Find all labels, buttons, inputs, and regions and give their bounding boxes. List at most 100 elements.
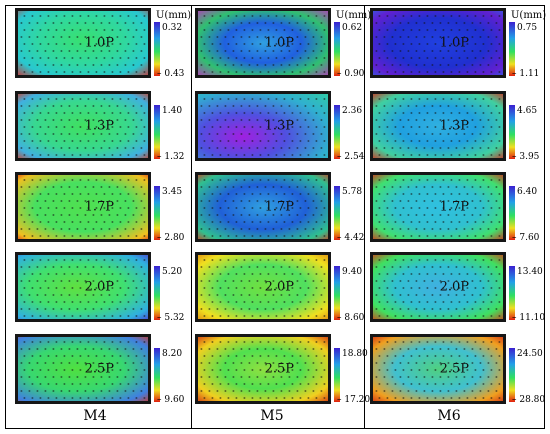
- displacement-contour-image: [15, 8, 151, 78]
- scale-min-value: – 8.60: [337, 313, 365, 323]
- scale-min-value: – 11.10: [512, 313, 546, 323]
- dic-field-panel: 2.0P: [195, 252, 331, 322]
- scale-max-value: 5.20: [162, 267, 183, 277]
- scale-min-value: – 2.80: [157, 233, 185, 243]
- displacement-color-scale: [509, 186, 515, 240]
- displacement-contour-image: [195, 91, 331, 161]
- speckle-pattern: [375, 179, 501, 237]
- speckle-pattern: [375, 98, 501, 156]
- speckle-pattern: [20, 259, 146, 317]
- load-level-label: 1.0P: [439, 35, 470, 51]
- displacement-color-scale: [154, 22, 160, 76]
- scale-min-value: – 17.20: [337, 395, 371, 405]
- load-level-label: 2.0P: [264, 279, 295, 295]
- column-divider: [191, 5, 192, 429]
- dic-field-panel: 2.5P: [370, 334, 506, 404]
- dic-field-panel: 2.0P: [15, 252, 151, 322]
- dic-field-panel: 1.3P: [370, 91, 506, 161]
- scale-min-value: – 7.60: [512, 233, 540, 243]
- dic-field-panel: 1.7P: [370, 172, 506, 242]
- scale-max-value: 0.62: [342, 23, 363, 33]
- column-title-m4: M4: [83, 408, 107, 424]
- dic-field-panel: 2.5P: [15, 334, 151, 404]
- column-divider: [364, 5, 365, 429]
- dic-field-panel: 2.5P: [195, 334, 331, 404]
- scale-max-value: 6.40: [517, 187, 538, 197]
- displacement-color-scale: [154, 266, 160, 320]
- dic-field-panel: 1.0P: [15, 8, 151, 78]
- displacement-color-scale: [509, 266, 515, 320]
- load-level-label: 1.0P: [84, 35, 115, 51]
- scale-max-value: 18.80: [342, 349, 368, 359]
- scale-min-value: – 0.43: [157, 69, 185, 79]
- speckle-pattern: [20, 341, 146, 399]
- scale-max-value: 9.40: [342, 267, 363, 277]
- scale-max-value: 4.65: [517, 106, 538, 116]
- scale-min-value: – 1.11: [512, 69, 540, 79]
- scale-min-value: – 5.32: [157, 313, 185, 323]
- speckle-pattern: [200, 259, 326, 317]
- dic-field-panel: 1.0P: [195, 8, 331, 78]
- load-level-label: 1.7P: [84, 199, 115, 215]
- displacement-color-scale: [509, 105, 515, 159]
- displacement-contour-image: [195, 172, 331, 242]
- displacement-contour-image: [195, 334, 331, 404]
- load-level-label: 2.5P: [84, 361, 115, 377]
- speckle-pattern: [375, 259, 501, 317]
- speckle-pattern: [20, 15, 146, 73]
- scale-max-value: 8.20: [162, 349, 183, 359]
- dic-field-panel: 1.0P: [370, 8, 506, 78]
- displacement-color-scale: [509, 348, 515, 402]
- scale-max-value: 0.75: [517, 23, 538, 33]
- displacement-color-scale: [334, 186, 340, 240]
- scale-min-value: – 28.80: [512, 395, 546, 405]
- scale-max-value: 3.45: [162, 187, 183, 197]
- speckle-pattern: [375, 341, 501, 399]
- column-title-m5: M5: [260, 408, 284, 424]
- speckle-pattern: [200, 341, 326, 399]
- displacement-contour-image: [195, 252, 331, 322]
- load-level-label: 1.3P: [439, 118, 470, 134]
- displacement-color-scale: [154, 186, 160, 240]
- scale-min-value: – 4.42: [337, 233, 365, 243]
- load-level-label: 2.5P: [264, 361, 295, 377]
- displacement-contour-image: [15, 334, 151, 404]
- dic-field-panel: 1.3P: [195, 91, 331, 161]
- displacement-contour-image: [15, 172, 151, 242]
- load-level-label: 2.5P: [439, 361, 470, 377]
- speckle-pattern: [375, 15, 501, 73]
- displacement-color-scale: [154, 105, 160, 159]
- speckle-pattern: [20, 98, 146, 156]
- dic-field-panel: 1.3P: [15, 91, 151, 161]
- displacement-color-scale: [334, 348, 340, 402]
- scale-max-value: 1.40: [162, 106, 183, 116]
- load-level-label: 1.7P: [439, 199, 470, 215]
- load-level-label: 1.7P: [264, 199, 295, 215]
- column-title-m6: M6: [437, 408, 461, 424]
- unit-label: U(mm): [511, 10, 547, 21]
- scale-min-value: – 0.90: [337, 69, 365, 79]
- displacement-color-scale: [334, 105, 340, 159]
- dic-field-panel: 1.7P: [195, 172, 331, 242]
- speckle-pattern: [200, 98, 326, 156]
- displacement-contour-image: [195, 8, 331, 78]
- speckle-pattern: [200, 179, 326, 237]
- scale-min-value: – 3.95: [512, 152, 540, 162]
- load-level-label: 2.0P: [84, 279, 115, 295]
- scale-min-value: – 2.54: [337, 152, 365, 162]
- scale-max-value: 2.36: [342, 106, 363, 116]
- displacement-contour-image: [370, 252, 506, 322]
- dic-field-panel: 1.7P: [15, 172, 151, 242]
- scale-max-value: 0.32: [162, 23, 183, 33]
- unit-label: U(mm): [336, 10, 372, 21]
- speckle-pattern: [200, 15, 326, 73]
- speckle-pattern: [20, 179, 146, 237]
- load-level-label: 1.0P: [264, 35, 295, 51]
- displacement-contour-image: [15, 91, 151, 161]
- displacement-contour-image: [370, 334, 506, 404]
- scale-max-value: 13.40: [517, 267, 543, 277]
- scale-min-value: – 9.60: [157, 395, 185, 405]
- scale-max-value: 24.50: [517, 349, 543, 359]
- scale-min-value: – 1.32: [157, 152, 185, 162]
- displacement-contour-image: [370, 91, 506, 161]
